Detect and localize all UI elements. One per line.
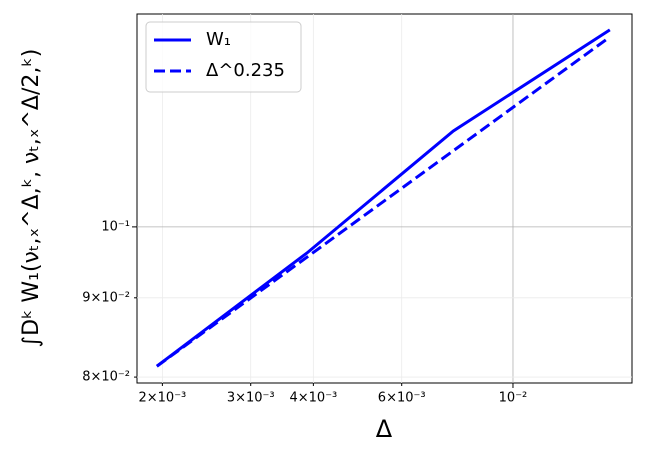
series-line xyxy=(155,28,611,368)
y-tick-label: 8×10⁻² xyxy=(82,370,130,385)
y-tick-label: 10⁻¹ xyxy=(101,219,130,234)
legend: W₁ Δ^0.235 xyxy=(145,21,302,93)
x-tick-label: 2×10⁻³ xyxy=(138,391,186,406)
series-line xyxy=(155,35,611,368)
x-tick-label: 10⁻² xyxy=(499,391,528,406)
plot-frame xyxy=(136,13,633,384)
x-tick-label: 3×10⁻³ xyxy=(227,391,275,406)
y-axis-label: ∫Dᵏ W₁(νₜ,ₓ^Δ,ᵏ, νₜ,ₓ^Δ/2,ᵏ) xyxy=(19,49,44,348)
legend-label: Δ^0.235 xyxy=(206,60,285,81)
x-tick-label: 4×10⁻³ xyxy=(289,391,337,406)
legend-label: W₁ xyxy=(206,29,231,50)
y-tick-label: 9×10⁻² xyxy=(82,290,130,305)
x-axis-label: Δ xyxy=(376,415,393,443)
x-tick-label: 6×10⁻³ xyxy=(378,391,426,406)
